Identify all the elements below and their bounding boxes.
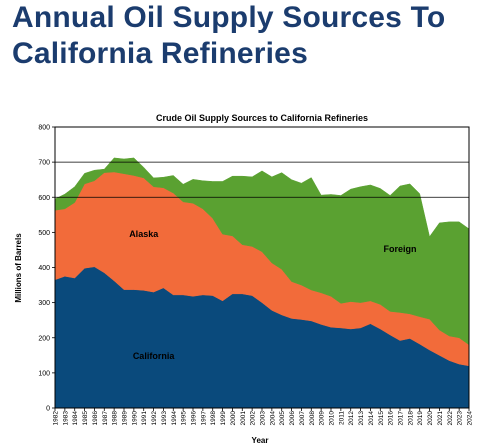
x-tick-label: 2016	[388, 411, 395, 426]
x-tick-label: 1995	[181, 411, 188, 426]
x-tick-label: 1986	[92, 411, 99, 426]
page-title-line-2: California Refineries	[12, 37, 308, 70]
y-tick-label: 300	[38, 300, 50, 307]
page-title: Annual Oil Supply Sources To California …	[12, 0, 445, 72]
x-tick-label: 1985	[82, 411, 89, 426]
x-tick-label: 1992	[151, 411, 158, 426]
x-tick-label: 1993	[161, 411, 168, 426]
x-tick-label: 2019	[417, 411, 424, 426]
x-tick-label: 1996	[191, 411, 198, 426]
chart-areas	[54, 157, 470, 409]
x-tick-label: 2012	[348, 411, 355, 426]
x-tick-label: 2002	[250, 411, 257, 426]
x-tick-label: 1989	[122, 411, 129, 426]
page-title-line-1: Annual Oil Supply Sources To	[12, 1, 446, 34]
plot-frame	[54, 126, 470, 409]
y-tick-label: 200	[38, 335, 50, 342]
chart-title: Crude Oil Supply Sources to California R…	[156, 113, 368, 123]
x-tick-label: 1997	[200, 411, 207, 426]
chart-gridlines	[55, 161, 469, 198]
x-tick-label: 2018	[407, 411, 414, 426]
x-tick-label: 1990	[131, 411, 138, 426]
x-tick-label: 2011	[338, 411, 345, 425]
x-tick-label: 1998	[210, 411, 217, 426]
x-tick-label: 1984	[72, 411, 79, 426]
x-tick-label: 2017	[398, 411, 405, 426]
x-tick-label: 2009	[319, 411, 326, 426]
x-tick-label: 1988	[112, 411, 119, 426]
x-tick-label: 2014	[368, 411, 375, 426]
x-tick-label: 2010	[329, 411, 336, 426]
x-tick-label: 1994	[171, 411, 178, 426]
series-labels: California Alaska Foreign	[129, 229, 416, 361]
x-tick-label: 1999	[220, 411, 227, 426]
y-tick-label: 600	[38, 195, 50, 202]
x-tick-label: 1983	[62, 411, 69, 426]
x-tick-label: 2007	[299, 411, 306, 426]
x-tick-label: 1991	[141, 411, 148, 426]
x-tick-label: 2013	[358, 411, 365, 426]
x-tick-label: 2021	[437, 411, 444, 426]
x-axis: 1982 1983 1984 1985 1986 1987 1988 1989 1990 1991…	[53, 408, 474, 425]
y-tick-label: 0	[46, 406, 50, 413]
y-tick-label: 800	[38, 125, 50, 132]
y-axis-label: Millions of Barrels	[14, 233, 23, 303]
x-tick-label: 2015	[378, 411, 385, 426]
x-tick-label: 2023	[457, 411, 464, 426]
x-tick-label: 2020	[427, 411, 434, 426]
x-tick-label: 2008	[309, 411, 316, 426]
x-tick-label: 1987	[102, 411, 109, 426]
y-tick-label: 700	[38, 160, 50, 167]
x-tick-label: 2003	[260, 411, 267, 426]
x-axis-label: Year	[252, 436, 269, 445]
x-tick-label: 2001	[240, 411, 247, 426]
series-label-alaska: Alaska	[129, 229, 159, 239]
series-label-foreign: Foreign	[384, 244, 417, 254]
x-tick-label: 2000	[230, 411, 237, 426]
x-tick-label: 2004	[269, 411, 276, 426]
x-tick-label: 2022	[447, 411, 454, 426]
y-tick-label: 500	[38, 230, 50, 237]
x-tick-label: 2006	[289, 411, 296, 426]
y-tick-label: 400	[38, 265, 50, 272]
x-tick-label: 1982	[53, 411, 60, 426]
y-tick-label: 100	[38, 370, 50, 377]
x-tick-label: 2024	[467, 411, 474, 426]
x-tick-label: 2005	[279, 411, 286, 426]
y-axis: 0 100 200 300 400 500 600 700 800	[38, 125, 55, 413]
series-label-california: California	[133, 351, 176, 361]
